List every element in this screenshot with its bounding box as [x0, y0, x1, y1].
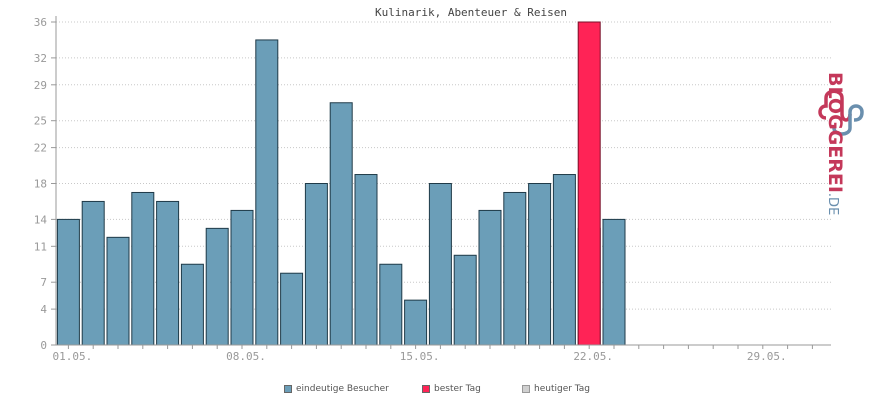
y-tick-label: 32 [34, 52, 47, 65]
bar [379, 263, 403, 346]
bar [552, 174, 576, 346]
y-tick-label: 14 [34, 213, 48, 226]
bars [56, 21, 626, 346]
x-tick-label: 15.05. [400, 350, 440, 363]
bar [453, 254, 477, 346]
x-tick-labels: 01.05. 08.05. 15.05. 22.05. 29.05. [53, 350, 787, 363]
bar [354, 174, 378, 346]
legend-swatch-today [522, 385, 530, 393]
bar [156, 200, 180, 346]
logo-main-text: BLOGGEREI [824, 72, 846, 193]
logo-suffix-text: .DE [825, 192, 840, 216]
legend-swatch-visitors [284, 385, 292, 393]
bloggerei-logo-text: BLOGGEREI.DE [824, 72, 846, 216]
bloggerei-logo-icon [818, 89, 864, 136]
x-tick-label: 01.05. [53, 350, 93, 363]
x-tick-label: 22.05. [573, 350, 613, 363]
bar [81, 200, 105, 346]
bar [304, 183, 328, 346]
bar [602, 218, 626, 346]
y-tick-label: 29 [34, 79, 47, 92]
legend-label-best-day: bester Tag [434, 384, 481, 394]
y-tick-label: 36 [34, 16, 47, 29]
legend-item-today: heutiger Tag [522, 384, 590, 394]
legend: eindeutige Besucher bester Tag heutiger … [0, 384, 870, 398]
legend-label-today: heutiger Tag [534, 384, 591, 394]
x-tick-label: 29.05. [747, 350, 787, 363]
bar [106, 236, 130, 346]
legend-swatch-best-day [422, 385, 430, 393]
bar [180, 263, 204, 346]
bar [230, 209, 254, 346]
bar [56, 218, 80, 346]
y-tick-label: 22 [34, 142, 47, 155]
bar [280, 272, 304, 346]
bar-best-day [577, 21, 601, 346]
bar [503, 191, 527, 346]
bar [528, 183, 552, 346]
bar [205, 227, 229, 346]
y-tick-label: 25 [34, 115, 47, 128]
axes [55, 16, 831, 349]
bar [255, 39, 279, 346]
y-tick-label: 7 [40, 276, 47, 289]
bar [131, 191, 155, 346]
bar [478, 209, 502, 346]
x-tick-label: 08.05. [226, 350, 266, 363]
y-tick-label: 4 [40, 303, 47, 316]
bar [404, 299, 428, 346]
legend-item-best-day: bester Tag [422, 384, 481, 394]
chart-title: Kulinarik, Abenteuer & Reisen [375, 6, 567, 19]
bar [428, 183, 452, 346]
bar [329, 102, 353, 346]
legend-label-visitors: eindeutige Besucher [296, 384, 389, 394]
y-tick-label: 18 [34, 178, 47, 191]
y-tick-labels: 0 4 7 11 14 18 22 25 29 32 36 [34, 16, 48, 352]
y-tick-label: 11 [34, 240, 47, 253]
y-tick-label: 0 [40, 339, 47, 352]
legend-item-visitors: eindeutige Besucher [284, 384, 389, 394]
